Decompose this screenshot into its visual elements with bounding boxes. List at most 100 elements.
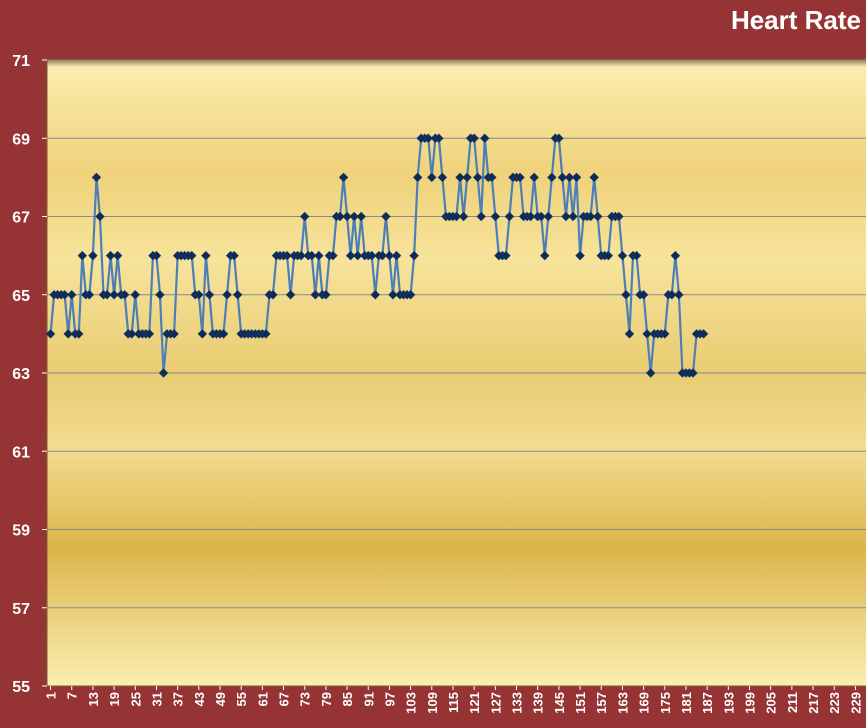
x-tick-label: 79 xyxy=(319,692,334,706)
x-tick-label: 85 xyxy=(340,692,355,706)
data-point xyxy=(314,250,324,261)
data-point xyxy=(109,290,119,300)
data-point xyxy=(504,211,515,222)
data-point xyxy=(557,172,568,183)
data-point xyxy=(571,172,582,183)
data-point xyxy=(631,250,642,261)
data-point xyxy=(349,211,359,222)
y-tick-label: 65 xyxy=(12,288,30,305)
x-tick-label: 19 xyxy=(107,692,122,706)
data-point xyxy=(547,172,557,183)
y-tick-label: 61 xyxy=(12,444,30,461)
data-point xyxy=(391,250,402,261)
data-point xyxy=(169,329,179,339)
data-point xyxy=(455,172,465,183)
y-tick-labels: 55 57 59 61 63 65 67 69 71 xyxy=(12,53,47,696)
data-point xyxy=(480,133,490,143)
y-tick-label: 55 xyxy=(12,679,30,696)
data-point xyxy=(543,211,554,222)
data-point xyxy=(232,290,243,300)
data-point xyxy=(561,211,571,222)
data-point xyxy=(218,329,229,339)
x-tick-label: 127 xyxy=(488,692,503,714)
data-point xyxy=(204,290,215,300)
data-point xyxy=(285,290,296,300)
x-tick-label: 109 xyxy=(425,692,440,714)
data-point xyxy=(370,290,381,300)
data-point xyxy=(155,290,165,300)
data-point xyxy=(342,211,352,222)
data-point xyxy=(187,250,197,261)
x-tick-label: 187 xyxy=(700,692,715,714)
x-tick-label: 181 xyxy=(679,692,694,714)
data-point xyxy=(130,290,140,300)
data-point xyxy=(77,250,88,261)
data-point xyxy=(540,250,550,261)
x-tick-labels: 1 7 13 19 25 31 37 43 49 55 61 67 73 79 85 91 97 103 109 11… xyxy=(44,686,863,714)
x-tick-label: 193 xyxy=(721,692,736,714)
data-point xyxy=(642,329,652,339)
data-point xyxy=(356,211,366,222)
data-point xyxy=(667,290,677,300)
data-point xyxy=(434,133,444,143)
data-point xyxy=(585,211,596,222)
data-point xyxy=(367,250,377,261)
y-tick-label: 67 xyxy=(12,210,30,227)
data-point xyxy=(437,172,448,183)
data-point xyxy=(158,368,169,378)
data-point xyxy=(469,133,479,143)
data-point xyxy=(614,211,624,222)
y-tick-label: 71 xyxy=(12,53,30,70)
data-point xyxy=(127,329,137,339)
data-point xyxy=(388,290,398,300)
data-point xyxy=(427,172,437,183)
x-tick-label: 103 xyxy=(404,692,419,714)
x-tick-label: 37 xyxy=(171,692,186,706)
data-point xyxy=(458,211,469,222)
data-point xyxy=(321,290,331,300)
x-tick-label: 73 xyxy=(298,692,313,706)
data-point xyxy=(229,250,239,261)
plot-top-shadow xyxy=(47,60,866,67)
data-point xyxy=(660,329,670,339)
x-tick-label: 115 xyxy=(446,692,461,713)
x-tick-label: 157 xyxy=(594,692,609,714)
x-tick-label: 49 xyxy=(213,692,228,706)
x-tick-label: 199 xyxy=(743,692,758,714)
data-point xyxy=(328,250,338,261)
data-point xyxy=(472,172,483,183)
data-point xyxy=(67,290,77,300)
x-tick-label: 7 xyxy=(65,692,80,699)
data-point xyxy=(84,290,95,300)
x-tick-label: 169 xyxy=(637,692,652,714)
data-point xyxy=(624,329,635,339)
data-point xyxy=(352,250,363,261)
data-point xyxy=(409,250,419,261)
data-point xyxy=(282,250,292,261)
data-point xyxy=(536,211,546,222)
data-point xyxy=(674,290,684,300)
data-point xyxy=(384,250,395,261)
data-point xyxy=(268,290,278,300)
data-point xyxy=(197,329,208,339)
data-point xyxy=(423,133,433,143)
data-point xyxy=(568,211,578,222)
x-tick-label: 121 xyxy=(467,692,482,714)
data-point xyxy=(74,329,84,339)
data-point xyxy=(412,172,423,183)
data-point xyxy=(222,290,232,300)
data-point xyxy=(144,329,155,339)
data-point xyxy=(377,250,388,261)
data-point xyxy=(670,250,681,261)
x-tick-label: 145 xyxy=(552,692,567,714)
data-point xyxy=(338,172,349,183)
y-tick-label: 63 xyxy=(12,366,30,383)
data-point xyxy=(405,290,416,300)
x-tick-label: 175 xyxy=(658,692,673,714)
x-tick-label: 217 xyxy=(806,692,821,714)
data-point xyxy=(119,290,130,300)
data-point xyxy=(476,211,486,222)
x-tick-label: 97 xyxy=(382,692,397,706)
data-point xyxy=(381,211,391,222)
